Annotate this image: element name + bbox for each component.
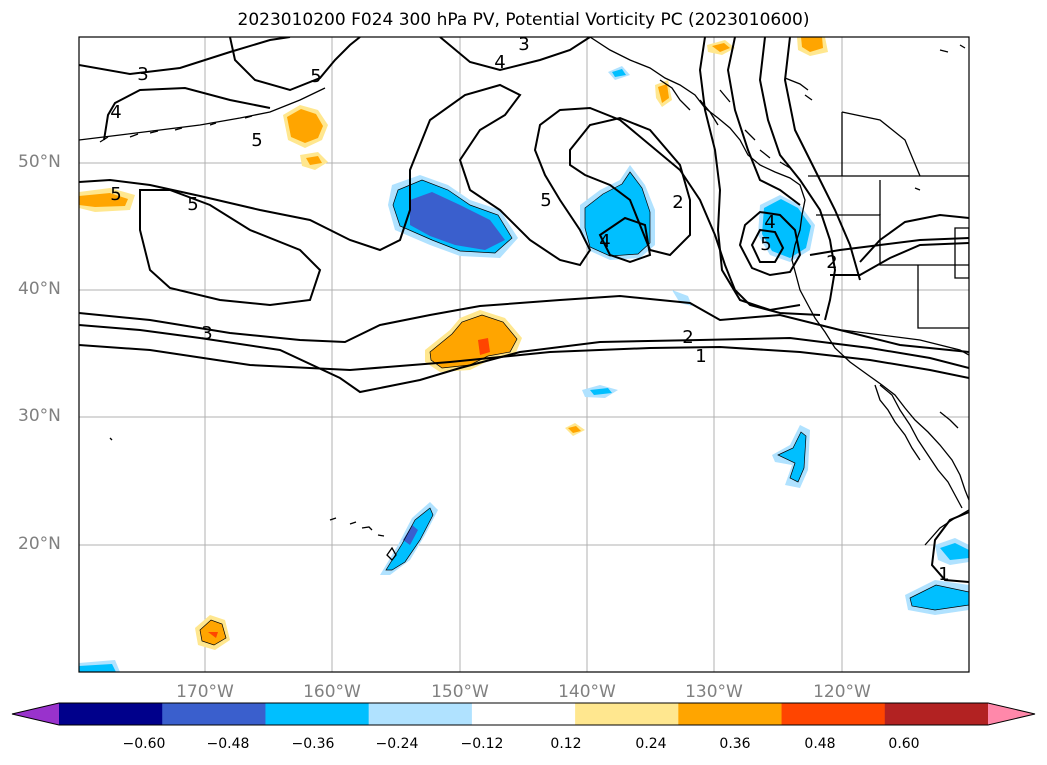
contour-label: 2	[826, 252, 837, 273]
colorbar-tick-label: −0.24	[375, 736, 419, 752]
negative-anomaly-blobs	[79, 66, 969, 672]
contour-label: 5	[760, 234, 771, 255]
lon-label-150w: 150°W	[431, 682, 489, 702]
lon-label-160w: 160°W	[303, 682, 361, 702]
contour-label: 1	[695, 346, 706, 367]
colorbar-segment	[884, 703, 989, 725]
lat-label-40n: 40°N	[18, 279, 61, 299]
contour-label: 3	[137, 64, 148, 85]
colorbar-tick-label: 0.36	[719, 736, 751, 752]
lon-label-170w: 170°W	[176, 682, 234, 702]
contour-label: 5	[110, 184, 121, 205]
map-plot-area: 3 3 4 5 4 5 5 5 3 2 1 5 4 2 4 5 2 1	[79, 34, 969, 672]
contour-label: 5	[187, 194, 198, 215]
colorbar-tick-label: −0.48	[206, 736, 250, 752]
colorbar-segment	[59, 703, 163, 725]
colorbar-tick-label: 0.48	[804, 736, 836, 752]
contour-3-north	[79, 37, 291, 76]
map-frame	[78, 36, 970, 673]
lon-label-130w: 130°W	[685, 682, 743, 702]
colorbar-tick-label: 0.12	[550, 736, 582, 752]
colorbar-extend-min	[12, 703, 59, 725]
contour-4-west	[103, 86, 271, 141]
colorbar-segment	[265, 703, 370, 725]
lat-label-20n: 20°N	[18, 534, 61, 554]
contour-2	[79, 324, 969, 394]
contour-label: 3	[518, 34, 529, 55]
map-canvas: 3 3 4 5 4 5 5 5 3 2 1 5 4 2 4 5 2 1	[78, 34, 970, 673]
contour-1	[79, 344, 969, 379]
contour-label: 5	[251, 130, 262, 151]
lat-label-30n: 30°N	[18, 406, 61, 426]
contour-label: 3	[201, 323, 212, 344]
contour-east-ridge-4	[783, 37, 861, 281]
lon-label-140w: 140°W	[558, 682, 616, 702]
lat-label-50n: 50°N	[18, 152, 61, 172]
contour-label: 4	[764, 212, 775, 233]
colorbar-segment	[368, 703, 473, 725]
colorbar-segment	[781, 703, 886, 725]
colorbar-segments	[12, 703, 1035, 725]
contour-labels: 3 3 4 5 4 5 5 5 3 2 1 5 4 2 4 5 2 1	[110, 34, 949, 585]
lon-label-120w: 120°W	[813, 682, 871, 702]
contour-3-west	[229, 37, 361, 92]
contour-label: 4	[599, 231, 610, 252]
anomaly-outlines	[199, 171, 969, 646]
contour-4-mid	[598, 216, 652, 264]
contour-lines	[79, 37, 969, 583]
contour-label: 4	[494, 52, 505, 73]
colorbar-tick-label: 0.24	[635, 736, 667, 752]
contour-ne-2	[830, 242, 969, 276]
positive-anomaly-blobs	[79, 37, 828, 650]
contour-east-ridge-2	[726, 37, 801, 206]
colorbar-tick-label: −0.60	[122, 736, 166, 752]
contour-4-north	[439, 37, 591, 72]
colorbar-segment	[471, 703, 576, 725]
contour-ne	[809, 237, 969, 256]
contour-3-south	[79, 294, 969, 353]
contour-1-south-east	[930, 511, 969, 583]
contour-label: 5	[540, 190, 551, 211]
colorbar-tick-label: 0.60	[888, 736, 920, 752]
contour-label: 5	[310, 66, 321, 87]
colorbar-segment	[575, 703, 679, 725]
contour-east-ridge	[698, 37, 801, 312]
colorbar-tick-label: −0.12	[460, 736, 504, 752]
contour-2-north	[569, 116, 691, 257]
map-title: 2023010200 F024 300 hPa PV, Potential Vo…	[237, 10, 810, 30]
contour-5-loop	[139, 189, 322, 307]
contour-label: 4	[110, 102, 121, 123]
contour-east-ridge-3	[758, 37, 837, 321]
contour-5-trough	[79, 83, 821, 316]
contour-1-east	[859, 213, 969, 263]
colorbar-outline	[11, 702, 1036, 726]
contour-label: 2	[672, 192, 683, 213]
colorbar-extend-max	[988, 703, 1035, 725]
contour-low-125w	[738, 210, 802, 277]
colorbar-segment	[162, 703, 266, 725]
colorbar-segment	[678, 703, 783, 725]
colorbar	[11, 702, 1036, 726]
contour-low-125w-inner	[750, 228, 785, 263]
colorbar-tick-label: −0.36	[291, 736, 335, 752]
contour-label: 2	[682, 327, 693, 348]
contour-label: 1	[938, 564, 949, 585]
